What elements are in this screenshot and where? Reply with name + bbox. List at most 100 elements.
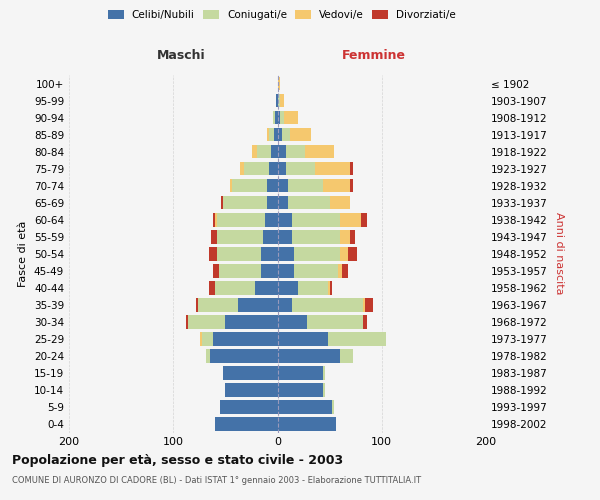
- Bar: [323, 383, 325, 397]
- Bar: [277, 247, 294, 260]
- Bar: [196, 298, 198, 312]
- Bar: [340, 247, 349, 260]
- Bar: [215, 281, 254, 294]
- Bar: [340, 230, 350, 243]
- Bar: [277, 366, 323, 380]
- Y-axis label: Fasce di età: Fasce di età: [19, 220, 28, 287]
- Bar: [226, 383, 277, 397]
- Bar: [274, 111, 275, 124]
- Bar: [198, 298, 238, 312]
- Bar: [342, 264, 349, 278]
- Bar: [213, 213, 215, 226]
- Bar: [277, 111, 280, 124]
- Bar: [213, 332, 277, 345]
- Bar: [217, 213, 265, 226]
- Bar: [323, 179, 350, 192]
- Bar: [244, 162, 269, 175]
- Bar: [265, 213, 277, 226]
- Bar: [363, 298, 365, 312]
- Bar: [350, 179, 353, 192]
- Bar: [211, 230, 217, 243]
- Bar: [286, 145, 305, 158]
- Text: Maschi: Maschi: [157, 50, 206, 62]
- Bar: [253, 145, 257, 158]
- Bar: [238, 298, 277, 312]
- Bar: [267, 128, 269, 141]
- Bar: [277, 281, 298, 294]
- Bar: [307, 315, 363, 328]
- Bar: [277, 417, 336, 431]
- Text: COMUNE DI AURONZO DI CADORE (BL) - Dati ISTAT 1° gennaio 2003 - Elaborazione TUT: COMUNE DI AURONZO DI CADORE (BL) - Dati …: [12, 476, 421, 485]
- Bar: [277, 349, 340, 362]
- Bar: [209, 281, 215, 294]
- Bar: [281, 128, 290, 141]
- Bar: [254, 281, 277, 294]
- Bar: [188, 315, 226, 328]
- Bar: [267, 196, 277, 209]
- Bar: [350, 230, 355, 243]
- Bar: [277, 315, 307, 328]
- Bar: [217, 247, 261, 260]
- Bar: [269, 162, 277, 175]
- Bar: [280, 111, 284, 124]
- Bar: [277, 196, 288, 209]
- Bar: [226, 315, 277, 328]
- Bar: [267, 179, 277, 192]
- Bar: [338, 264, 342, 278]
- Bar: [328, 332, 386, 345]
- Bar: [277, 230, 292, 243]
- Bar: [298, 281, 328, 294]
- Text: Femmine: Femmine: [341, 50, 406, 62]
- Bar: [365, 298, 373, 312]
- Bar: [277, 145, 286, 158]
- Bar: [223, 366, 277, 380]
- Bar: [219, 264, 261, 278]
- Bar: [363, 315, 367, 328]
- Bar: [202, 332, 213, 345]
- Bar: [209, 247, 217, 260]
- Bar: [215, 213, 217, 226]
- Bar: [257, 145, 271, 158]
- Bar: [277, 162, 286, 175]
- Bar: [277, 332, 328, 345]
- Bar: [277, 128, 281, 141]
- Bar: [261, 247, 277, 260]
- Bar: [200, 332, 202, 345]
- Bar: [277, 298, 292, 312]
- Bar: [305, 145, 334, 158]
- Bar: [292, 298, 363, 312]
- Bar: [186, 315, 188, 328]
- Bar: [213, 264, 219, 278]
- Bar: [277, 213, 292, 226]
- Bar: [332, 400, 334, 414]
- Bar: [329, 281, 332, 294]
- Bar: [286, 162, 315, 175]
- Bar: [223, 196, 267, 209]
- Bar: [280, 94, 284, 108]
- Bar: [232, 179, 267, 192]
- Bar: [277, 264, 294, 278]
- Bar: [217, 230, 263, 243]
- Bar: [292, 230, 340, 243]
- Bar: [288, 179, 323, 192]
- Bar: [349, 247, 357, 260]
- Bar: [277, 400, 332, 414]
- Bar: [221, 196, 223, 209]
- Bar: [292, 213, 340, 226]
- Bar: [361, 213, 367, 226]
- Bar: [284, 111, 298, 124]
- Bar: [269, 128, 274, 141]
- Text: Popolazione per età, sesso e stato civile - 2003: Popolazione per età, sesso e stato civil…: [12, 454, 343, 467]
- Bar: [277, 179, 288, 192]
- Bar: [215, 417, 277, 431]
- Bar: [210, 349, 277, 362]
- Bar: [290, 128, 311, 141]
- Bar: [328, 281, 329, 294]
- Bar: [275, 111, 277, 124]
- Bar: [288, 196, 329, 209]
- Bar: [206, 349, 210, 362]
- Bar: [294, 247, 340, 260]
- Bar: [329, 196, 350, 209]
- Bar: [294, 264, 338, 278]
- Bar: [315, 162, 350, 175]
